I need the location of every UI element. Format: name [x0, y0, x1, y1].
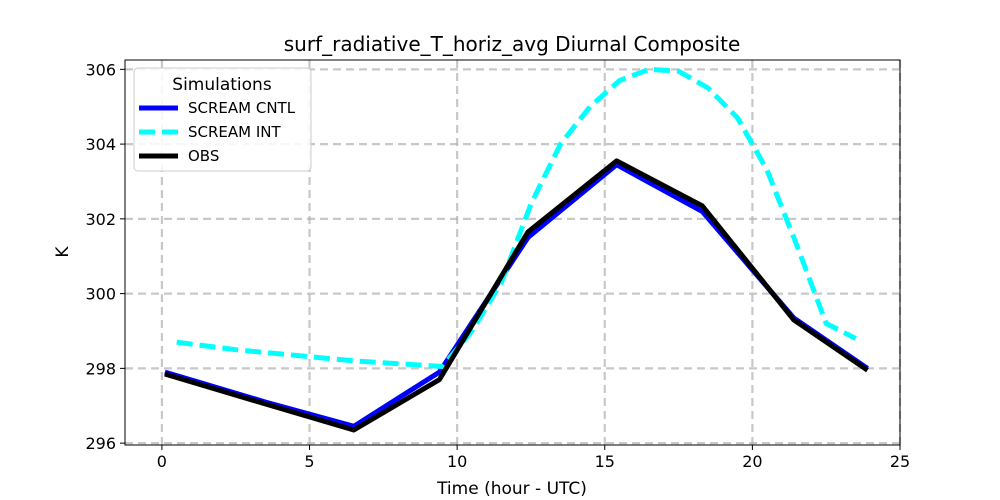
- chart-title: surf_radiative_T_horiz_avg Diurnal Compo…: [284, 32, 741, 56]
- legend-box: [133, 67, 312, 172]
- legend: Simulations SCREAM CNTL SCREAM INT OBS: [133, 67, 312, 172]
- x-tick-label: 20: [742, 452, 762, 471]
- y-tick-label: 300: [85, 285, 116, 304]
- y-tick-label: 304: [85, 135, 116, 154]
- legend-label: OBS: [188, 147, 219, 165]
- x-tick-label: 25: [890, 452, 910, 471]
- plot-area-frame: [124, 59, 901, 446]
- legend-title: Simulations: [172, 75, 272, 95]
- y-tick-label: 302: [85, 210, 116, 229]
- x-tick-label: 10: [447, 452, 467, 471]
- x-tick-label: 15: [595, 452, 615, 471]
- y-tick-label: 298: [85, 359, 116, 378]
- x-axis-label: Time (hour - UTC): [436, 479, 587, 499]
- series-line-obs: [164, 158, 869, 433]
- series-line-scream-int: [176, 66, 857, 369]
- legend-label: SCREAM CNTL: [188, 99, 296, 117]
- plot-series: [164, 66, 869, 433]
- axis-ticks: 0 5 10 15 20 25 296 298 300 302 304 306: [85, 60, 910, 471]
- x-tick-label: 5: [304, 452, 314, 471]
- y-axis-label: K: [53, 246, 73, 258]
- y-tick-label: 296: [85, 434, 116, 453]
- legend-label: SCREAM INT: [188, 123, 282, 141]
- y-tick-label: 306: [85, 60, 116, 79]
- x-tick-label: 0: [157, 452, 167, 471]
